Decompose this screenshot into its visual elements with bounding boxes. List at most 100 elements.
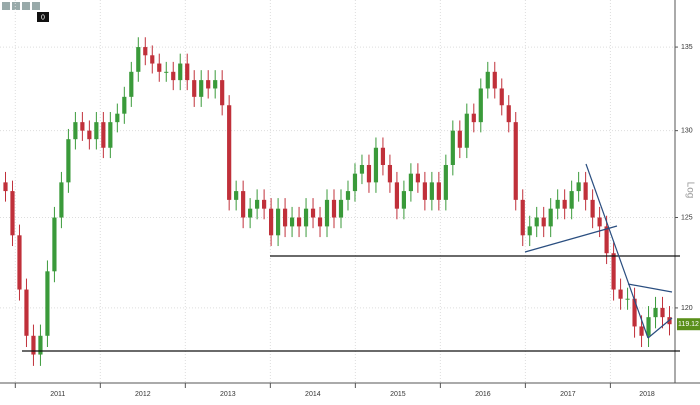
candle-body <box>45 271 50 336</box>
trend-line <box>647 317 673 339</box>
candle-body <box>310 208 316 218</box>
candle-body <box>576 182 581 192</box>
tool-button[interactable] <box>32 2 40 10</box>
candle-body <box>143 47 148 56</box>
candle-body <box>597 217 602 227</box>
candle-body <box>534 217 539 227</box>
candle-body <box>10 191 15 236</box>
candle-body <box>115 113 120 123</box>
candle-body <box>611 253 616 290</box>
candle-body <box>520 199 525 236</box>
candle-body <box>192 80 197 97</box>
candle-body <box>569 191 574 209</box>
candle-body <box>24 289 29 336</box>
candle-body <box>457 130 462 148</box>
candle-body <box>331 199 337 218</box>
x-tick-label: 2015 <box>390 391 406 398</box>
candle-body <box>387 164 393 183</box>
candle-body <box>632 298 637 327</box>
candle-body <box>171 71 176 81</box>
tool-button[interactable] <box>22 2 30 10</box>
tool-button[interactable] <box>2 2 10 10</box>
candle-body <box>164 71 169 73</box>
toolbar: 0 <box>2 2 49 22</box>
candle-body <box>429 182 434 200</box>
candle-body <box>199 80 204 97</box>
candle-body <box>513 122 518 200</box>
candle-body <box>394 182 400 209</box>
candle-body <box>303 208 309 227</box>
candle-body <box>590 199 595 218</box>
candle-body <box>206 80 211 89</box>
candle-body <box>345 191 351 200</box>
badge-box <box>37 12 49 22</box>
y-tick-label: 125 <box>681 214 693 221</box>
candle-body <box>499 88 504 106</box>
candle-body <box>359 164 365 174</box>
trend-line <box>524 225 618 253</box>
candle-body <box>101 122 106 148</box>
candle-body <box>241 191 246 218</box>
candle-body <box>129 71 134 97</box>
candle-body <box>31 335 36 355</box>
tool-button[interactable] <box>12 2 20 10</box>
badge: 0 <box>41 14 45 21</box>
candle-body <box>653 307 658 318</box>
candle-body <box>52 217 57 272</box>
candle-body <box>66 139 71 183</box>
candle-body <box>548 208 553 227</box>
candle-body <box>289 217 295 227</box>
candle-body <box>282 208 288 227</box>
x-tick-label: 2011 <box>50 391 65 398</box>
trend-line <box>585 163 649 339</box>
annotations <box>22 163 680 352</box>
candle-body <box>443 164 448 200</box>
candle-body <box>255 199 260 209</box>
candle-body <box>234 191 239 200</box>
plot: 120 125 130 135 2011 2012 2013 2014 2015 2016 2017… <box>0 0 693 398</box>
last-price-box <box>677 318 700 331</box>
candle-body <box>660 307 665 318</box>
candle-body <box>450 130 455 165</box>
candle-body <box>366 164 372 183</box>
candle-body <box>248 208 253 218</box>
candle-body <box>213 80 218 89</box>
candle-body <box>94 122 99 140</box>
candle-body <box>464 113 469 148</box>
candle-body <box>227 105 232 200</box>
candle-body <box>262 199 267 209</box>
candle-body <box>80 122 85 131</box>
candle-body <box>108 122 113 148</box>
y-tick-label: 135 <box>681 44 693 51</box>
candle-body <box>373 147 379 183</box>
candle-body <box>625 298 630 300</box>
candle-body <box>59 182 64 218</box>
candle-body <box>317 217 323 227</box>
candle-body <box>185 63 190 81</box>
y-tick-label: 120 <box>681 305 693 312</box>
y-axis-label: Log <box>684 182 695 199</box>
candle-body <box>527 226 532 236</box>
candle-body <box>492 71 497 89</box>
x-tick-label: 2012 <box>135 391 151 398</box>
candle-body <box>422 182 427 200</box>
candle-body <box>38 335 43 355</box>
candle-body <box>646 317 651 336</box>
x-tick-label: 2016 <box>475 391 491 398</box>
candle-body <box>401 191 406 209</box>
candle-body <box>506 105 511 123</box>
candle-body <box>555 199 560 209</box>
candle-body <box>415 173 420 183</box>
candle-body <box>408 173 413 192</box>
candle-body <box>178 63 183 81</box>
candle-body <box>275 208 281 236</box>
x-tick-label: 2013 <box>220 391 236 398</box>
candle-body <box>269 208 274 236</box>
candle-body <box>150 55 155 64</box>
candle-body <box>296 217 302 227</box>
candle-body <box>380 147 386 165</box>
candle-body <box>541 217 546 227</box>
candle-body <box>17 235 22 290</box>
candle-body <box>122 96 127 114</box>
